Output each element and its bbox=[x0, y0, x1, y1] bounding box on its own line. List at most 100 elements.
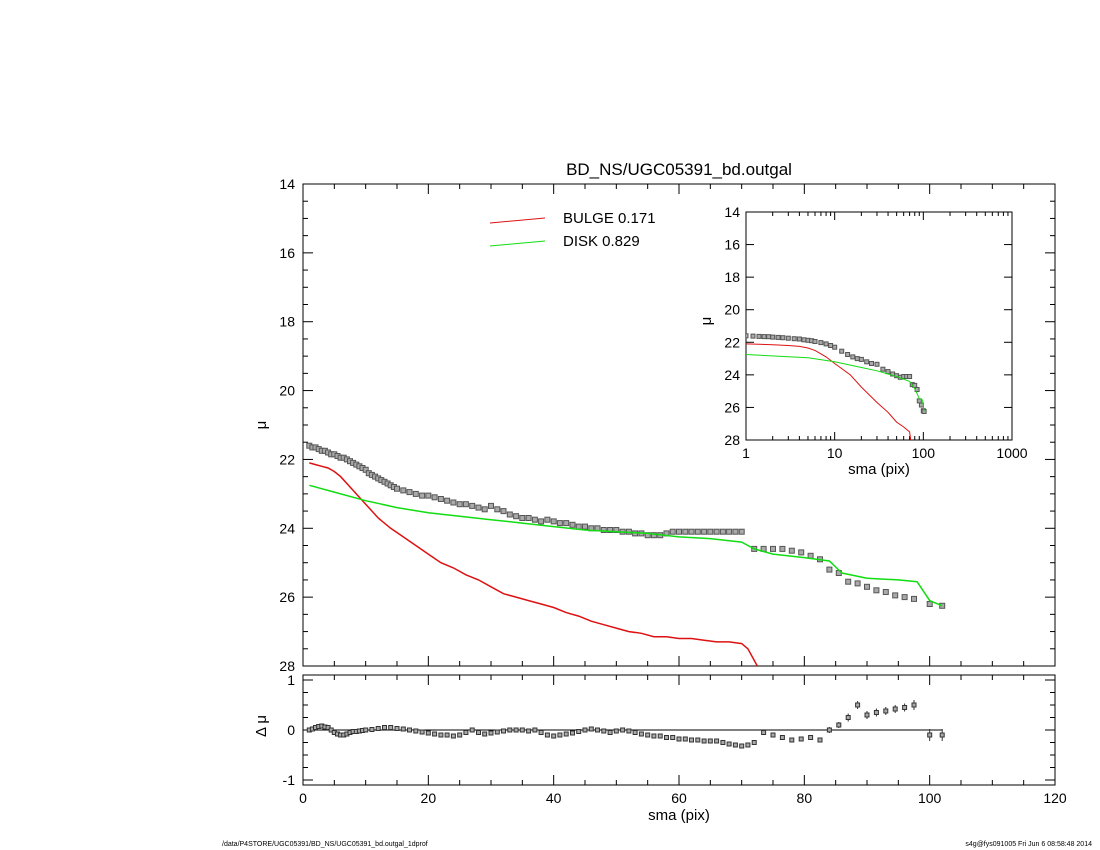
residual-xtick-label: 20 bbox=[421, 790, 437, 806]
main-data-point bbox=[431, 494, 438, 501]
residual-point bbox=[779, 735, 785, 740]
residual-xtick-label: 120 bbox=[1043, 790, 1067, 806]
main-data-point bbox=[513, 513, 520, 520]
residual-point bbox=[507, 727, 513, 733]
main-ytick-label: 22 bbox=[279, 451, 295, 467]
main-data-point bbox=[531, 516, 538, 523]
residual-point bbox=[855, 702, 861, 708]
inset-ytick-label: 18 bbox=[724, 269, 740, 285]
residual-point bbox=[544, 732, 550, 738]
footer-timestamp: s4g@fys091005 Fri Jun 6 08:58:48 2014 bbox=[965, 841, 1092, 848]
main-data-point bbox=[701, 528, 708, 535]
residual-point bbox=[375, 726, 381, 731]
main-data-point bbox=[582, 523, 588, 530]
main-data-point bbox=[600, 527, 607, 533]
main-data-point bbox=[475, 504, 482, 511]
inset-ytick-label: 16 bbox=[724, 237, 740, 253]
residual-point bbox=[607, 730, 613, 735]
residual-ytick-label: 0 bbox=[287, 722, 295, 738]
residual-point bbox=[836, 722, 842, 728]
residual-point bbox=[745, 742, 751, 748]
main-data-point bbox=[544, 516, 551, 523]
main-ytick-label: 28 bbox=[279, 658, 295, 674]
inset-xlabel: sma (pix) bbox=[848, 461, 910, 478]
residual-point bbox=[576, 729, 582, 734]
inset-ytick-label: 24 bbox=[724, 367, 740, 383]
main-data-point bbox=[788, 547, 795, 554]
residual-point bbox=[419, 729, 425, 735]
main-data-point bbox=[419, 492, 426, 499]
legend-disk-label: DISK 0.829 bbox=[563, 233, 640, 250]
main-data-point bbox=[738, 528, 745, 535]
residual-point bbox=[526, 728, 532, 734]
residual-point bbox=[482, 731, 488, 737]
residual-point bbox=[695, 737, 701, 743]
residual-point bbox=[739, 743, 745, 749]
inset-data-point bbox=[770, 334, 776, 340]
main-data-point bbox=[400, 487, 407, 494]
residual-point bbox=[770, 732, 776, 738]
residual-point bbox=[425, 730, 431, 736]
residual-point bbox=[845, 715, 851, 720]
inset-ytick-label: 20 bbox=[724, 302, 740, 318]
residual-point bbox=[902, 705, 908, 710]
main-data-point bbox=[444, 497, 451, 504]
residual-point bbox=[519, 727, 525, 733]
residual-xtick-label: 80 bbox=[797, 790, 813, 806]
inset-ytick-label: 28 bbox=[724, 432, 740, 448]
residual-point bbox=[551, 733, 557, 739]
residual-point bbox=[808, 735, 814, 740]
main-ytick-label: 14 bbox=[279, 176, 295, 192]
inset-data-point bbox=[746, 333, 749, 339]
residual-point bbox=[657, 733, 663, 739]
main-data-point bbox=[713, 528, 720, 535]
residual-point bbox=[892, 706, 898, 712]
residual-xlabel: sma (pix) bbox=[648, 807, 710, 824]
main-data-point bbox=[826, 566, 833, 573]
inset-data-point bbox=[839, 348, 845, 354]
inset-data-point bbox=[832, 344, 838, 350]
residual-point bbox=[469, 727, 475, 733]
inset-data-point bbox=[874, 361, 880, 367]
inset-data-point bbox=[845, 352, 851, 357]
legend-bulge-line bbox=[489, 217, 546, 224]
residual-ytick-label: -1 bbox=[283, 772, 296, 788]
main-data-point bbox=[406, 489, 413, 496]
residual-xtick-label: 60 bbox=[671, 790, 687, 806]
residual-point bbox=[789, 737, 795, 743]
main-data-point bbox=[669, 528, 676, 535]
inset-frame bbox=[745, 211, 1013, 441]
inset-data-point bbox=[828, 343, 834, 348]
main-data-point bbox=[469, 502, 476, 509]
inset-data-point bbox=[756, 333, 762, 339]
main-data-point bbox=[500, 508, 507, 515]
main-plot-area bbox=[306, 442, 946, 666]
main-data-point bbox=[556, 520, 563, 527]
main-data-point bbox=[394, 485, 400, 492]
residual-ytick-label: 1 bbox=[287, 672, 295, 688]
main-data-point bbox=[770, 545, 776, 552]
main-data-point bbox=[412, 490, 419, 497]
main-data-point bbox=[882, 589, 889, 595]
residual-point bbox=[676, 736, 682, 742]
residual-point bbox=[798, 736, 804, 742]
residual-point bbox=[563, 731, 569, 737]
legend-bulge-label: BULGE 0.171 bbox=[563, 210, 656, 227]
residual-point bbox=[761, 730, 767, 735]
residual-point bbox=[369, 727, 375, 732]
residual-point bbox=[620, 727, 626, 733]
inset-plot-area bbox=[746, 333, 927, 440]
inset-data-point bbox=[791, 336, 797, 342]
main-data-point bbox=[563, 520, 570, 527]
residual-point bbox=[601, 728, 607, 734]
main-data-point bbox=[694, 528, 701, 535]
residual-point bbox=[682, 736, 688, 742]
residual-point bbox=[626, 728, 632, 734]
main-ytick-label: 24 bbox=[279, 520, 295, 536]
residual-point bbox=[613, 728, 619, 734]
main-data-point bbox=[550, 518, 557, 525]
residual-point bbox=[632, 730, 638, 735]
main-data-point bbox=[462, 501, 469, 508]
main-data-point bbox=[682, 528, 689, 535]
residual-point bbox=[488, 730, 494, 736]
